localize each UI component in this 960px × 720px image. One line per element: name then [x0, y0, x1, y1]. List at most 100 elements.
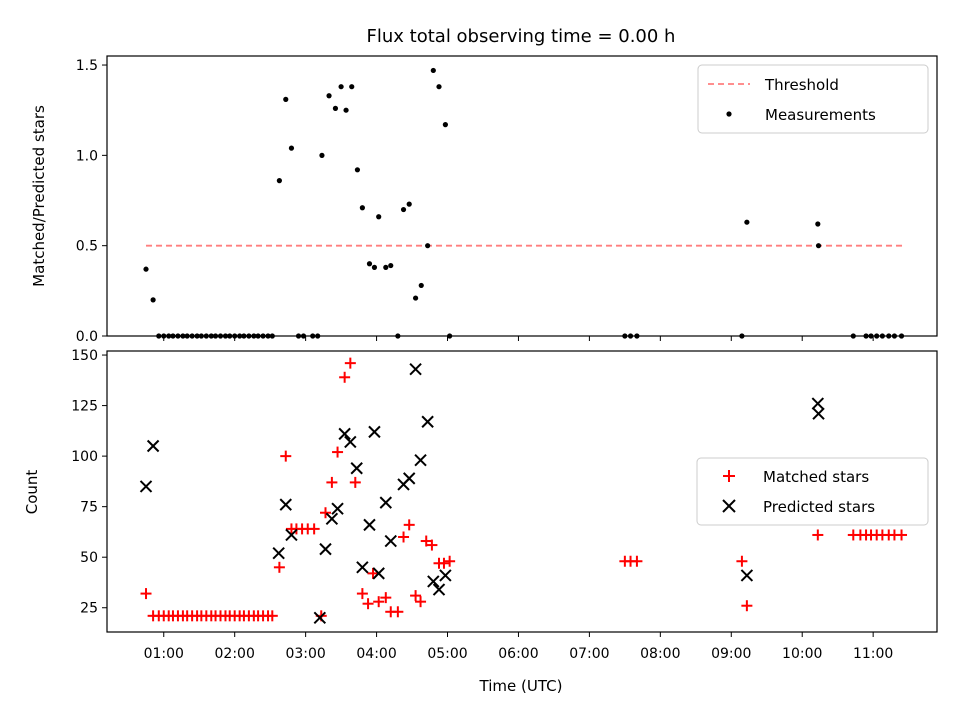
predicted-star-point [338, 427, 351, 441]
matched-star-point [373, 596, 385, 608]
top-axes-frame [106, 55, 938, 337]
predicted-star-point [372, 567, 385, 580]
x-tick-label: 04:00 [356, 646, 396, 662]
predicted-star-point [319, 542, 332, 556]
x-tick-label: 11:00 [853, 646, 893, 662]
bottom-y-tick-label: 25 [80, 601, 98, 617]
predicted-star-point [402, 472, 416, 485]
measurement-point [338, 84, 344, 90]
matched-star-point [438, 557, 450, 569]
matched-star-point [308, 523, 320, 535]
predicted-star-point [427, 575, 440, 588]
bottom-y-tick-label: 75 [80, 500, 98, 516]
measurement-point [366, 261, 373, 267]
matched-star-point [812, 529, 824, 541]
measurement-point [815, 243, 822, 249]
predicted-star-point [313, 611, 327, 625]
measurement-point [815, 221, 821, 227]
measurement-point [319, 152, 325, 158]
matched-star-point [273, 561, 285, 573]
top-chart-title: Flux total observing time = 0.00 h [367, 26, 676, 47]
measurement-point [349, 84, 355, 90]
legend-predicted-swatch [722, 499, 736, 513]
matched-star-point [280, 450, 292, 462]
x-tick-label: 05:00 [427, 646, 467, 662]
x-tick-label: 01:00 [144, 646, 184, 662]
matched-star-point [403, 519, 415, 531]
measurement-point [326, 93, 332, 99]
top-y-tick-label: 1.5 [76, 58, 98, 74]
matched-star-point [356, 588, 368, 600]
measurement-point [406, 201, 412, 207]
predicted-star-point [272, 546, 285, 560]
predicted-star-point [384, 534, 397, 548]
matched-star-point [415, 596, 427, 608]
top-y-tick-label: 0.5 [76, 239, 98, 255]
measurement-point [400, 206, 407, 213]
measurement-point [371, 264, 378, 270]
matched-star-point [319, 507, 331, 519]
measurement-point [383, 264, 389, 270]
matched-star-point [398, 531, 410, 543]
measurement-point [430, 67, 436, 74]
predicted-star-point [344, 435, 357, 449]
legend-predicted-label: Predicted stars [763, 498, 875, 516]
measurement-point [354, 167, 361, 173]
matched-star-point [349, 476, 361, 488]
measurement-point [359, 205, 365, 211]
matched-star-point [326, 476, 338, 488]
top-y-axis-title: Matched/Predicted stars [30, 105, 48, 287]
matched-star-point [426, 539, 438, 551]
measurement-point [288, 145, 295, 151]
predicted-star-point [439, 569, 452, 582]
matched-star-point [266, 610, 278, 622]
predicted-star-point [740, 569, 754, 582]
predicted-star-point [409, 362, 422, 376]
bottom-panel: 25 50 75 100 125 150 01:00 02:00 03:00 04:00 05:00… [71, 348, 938, 662]
measurement-point [332, 105, 339, 111]
predicted-star-point [325, 512, 339, 525]
x-tick-label: 08:00 [640, 646, 680, 662]
predicted-star-point [363, 518, 376, 532]
measurement-point [744, 219, 750, 225]
measurement-point [388, 262, 394, 269]
x-tick-label: 02:00 [215, 646, 255, 662]
matched-star-point [362, 598, 374, 610]
matched-star-point [896, 529, 908, 541]
measurement-point [425, 243, 431, 249]
matched-star-point [420, 535, 432, 547]
measurement-point [283, 96, 289, 102]
matched-star-point [332, 446, 344, 458]
bottom-y-tick-label: 50 [80, 550, 98, 566]
legend-measurements-swatch [726, 111, 732, 117]
predicted-star-point [285, 528, 298, 542]
top-y-tick-label: 0.0 [76, 329, 98, 345]
measurement-point [442, 122, 448, 128]
predicted-star-point [139, 480, 153, 493]
predicted-star-point [414, 453, 427, 467]
matched-star-point [392, 606, 404, 618]
measurement-point [376, 214, 382, 220]
bottom-legend: Matched stars Predicted stars [696, 457, 929, 526]
matched-star-point [140, 588, 152, 600]
matched-star-point [344, 357, 356, 369]
bottom-y-tick-label: 125 [71, 399, 98, 415]
matched-star-point [631, 555, 643, 567]
bottom-y-tick-label: 150 [71, 348, 98, 364]
predicted-star-point [350, 462, 363, 475]
bottom-y-axis-title: Count [23, 470, 41, 515]
predicted-star-point [432, 583, 446, 596]
predicted-star-point [368, 425, 381, 439]
predicted-star-point [812, 407, 825, 420]
measurement-point [412, 295, 419, 301]
x-tick-label: 06:00 [498, 646, 538, 662]
top-legend-box [697, 64, 929, 134]
x-tick-label: 07:00 [569, 646, 609, 662]
bottom-x-axis-title: Time (UTC) [479, 677, 563, 695]
bottom-legend-box [696, 457, 929, 526]
predicted-star-point [279, 498, 292, 511]
bottom-series-0 [140, 357, 908, 622]
bottom-y-tick-label: 100 [71, 449, 98, 465]
matched-star-point [444, 555, 456, 567]
